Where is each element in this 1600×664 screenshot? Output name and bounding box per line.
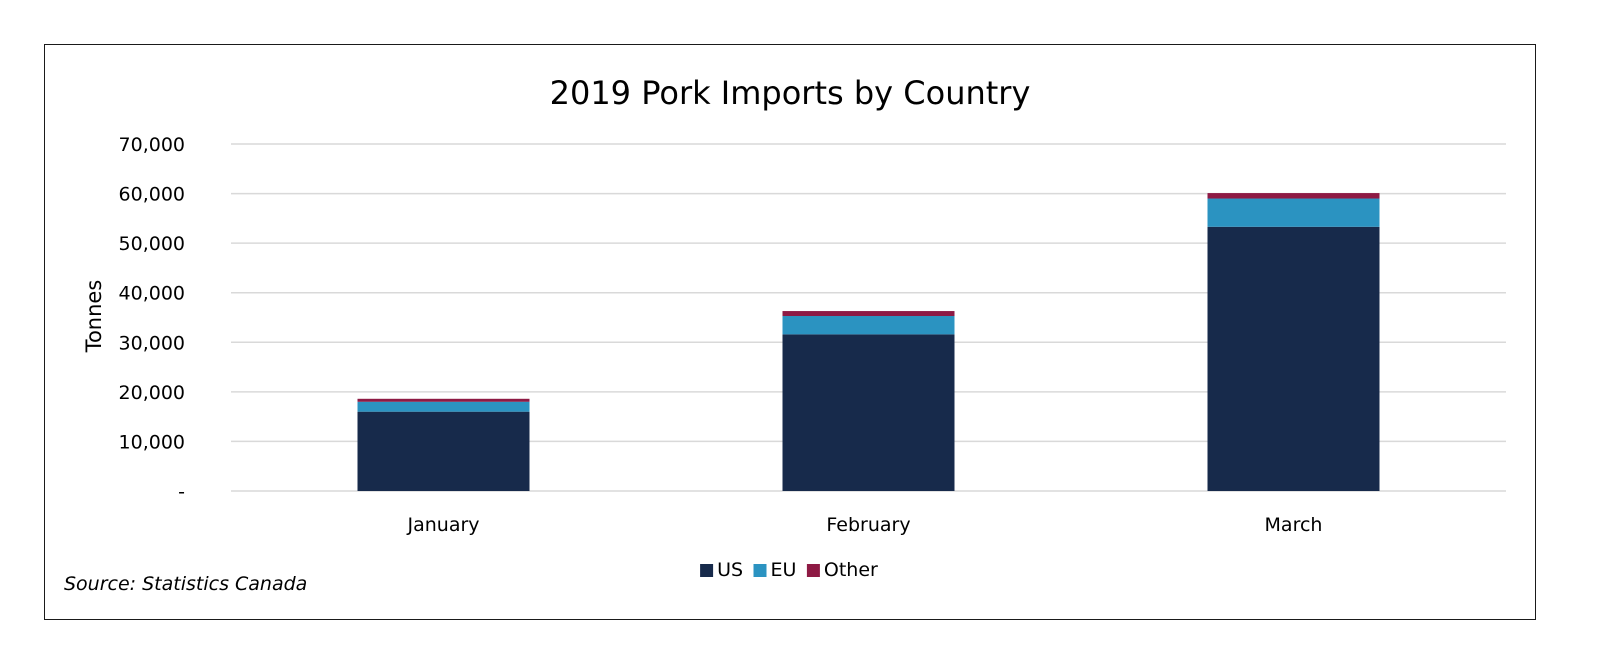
x-tick-label: February <box>826 514 910 536</box>
legend-label-eu: EU <box>771 559 797 581</box>
y-tick-label: 50,000 <box>119 233 185 255</box>
source-note: Source: Statistics Canada <box>64 573 307 595</box>
y-tick-label: 10,000 <box>119 431 185 453</box>
bar-eu-february <box>782 316 955 335</box>
y-tick-label: 70,000 <box>119 134 185 156</box>
bar-other-february <box>782 311 955 317</box>
legend-swatch-other <box>806 564 820 577</box>
chart-svg: 2019 Pork Imports by Country Tonnes - 10,… <box>64 74 1506 595</box>
bar-other-january <box>357 398 530 402</box>
legend-label-us: US <box>717 559 743 581</box>
x-axis-ticks: January February March <box>406 514 1322 536</box>
legend-swatch-us <box>700 564 714 577</box>
bar-eu-march <box>1207 198 1380 227</box>
y-tick-label: 40,000 <box>119 283 185 305</box>
bar-us-march <box>1207 226 1380 491</box>
bar-us-january <box>357 411 530 491</box>
legend: US EU Other <box>700 559 878 581</box>
y-axis-title: Tonnes <box>82 280 106 354</box>
legend-label-other: Other <box>824 559 878 581</box>
bar-other-march <box>1207 193 1380 199</box>
legend-swatch-eu <box>753 564 767 577</box>
y-tick-label: 30,000 <box>119 332 185 354</box>
y-tick-label: 20,000 <box>119 382 185 404</box>
bar-eu-january <box>357 401 530 412</box>
y-tick-label: 60,000 <box>119 184 185 206</box>
chart-title: 2019 Pork Imports by Country <box>550 74 1031 112</box>
y-tick-label: - <box>178 481 185 503</box>
x-tick-label: March <box>1265 514 1323 536</box>
y-axis-ticks: - 10,000 20,000 30,000 40,000 50,000 60,000 70,… <box>119 134 185 503</box>
x-tick-label: January <box>406 514 479 536</box>
chart-frame: 2019 Pork Imports by Country Tonnes - 10,… <box>44 44 1536 620</box>
bars <box>357 193 1380 491</box>
bar-us-february <box>782 334 955 491</box>
